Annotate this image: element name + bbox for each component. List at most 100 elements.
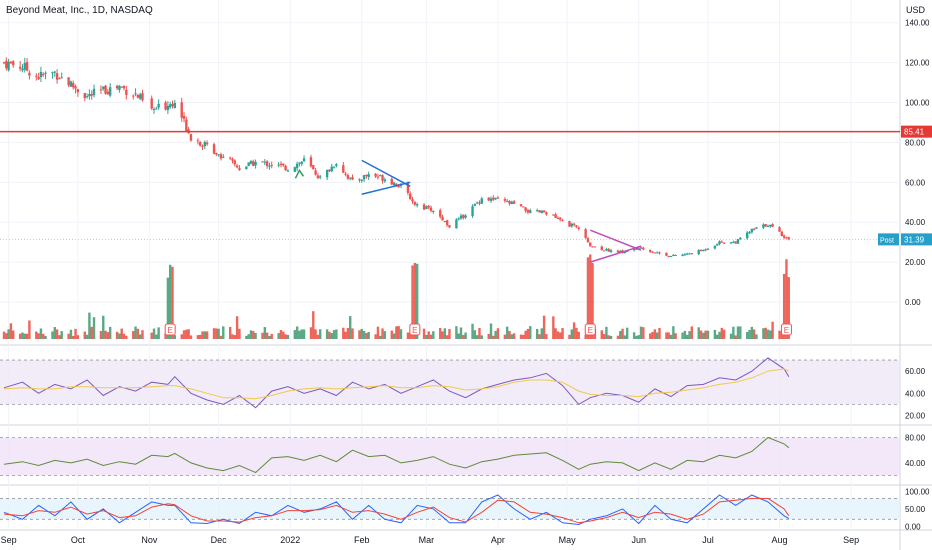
candle-body — [736, 238, 740, 244]
post-tag-label: Post — [880, 237, 894, 244]
candle-body — [764, 224, 767, 227]
volume-bar — [201, 331, 204, 339]
volume-bar — [570, 329, 573, 339]
candle-body — [607, 249, 610, 252]
candle-body — [205, 142, 209, 145]
candle-body — [136, 94, 140, 98]
volume-bar — [545, 334, 548, 339]
candle-body — [309, 157, 313, 167]
volume-bar — [722, 329, 726, 339]
price-tick-label: 60.00 — [905, 178, 926, 187]
candle-body — [185, 119, 188, 131]
candle-body — [381, 175, 384, 181]
volume-bar — [141, 330, 144, 339]
earnings-marker-label: E — [168, 326, 173, 335]
candle-body — [639, 247, 643, 249]
candle-body — [667, 255, 670, 257]
volume-bar — [535, 329, 539, 339]
indicator-2-pane: 80.00 40.00 — [0, 434, 926, 477]
pennant-trendline — [361, 181, 411, 196]
volume-bar — [616, 335, 620, 339]
candle-body — [120, 86, 123, 88]
indicator-tick-label: 40.00 — [905, 389, 926, 398]
volume-bar — [222, 326, 225, 339]
last-price-badge — [901, 233, 932, 246]
volume-bar — [185, 329, 188, 339]
volume-bar — [699, 330, 703, 339]
candle-body — [330, 166, 333, 172]
candle-body — [427, 205, 430, 208]
candle-body — [245, 166, 248, 170]
volume-bar — [118, 333, 121, 339]
chart-title: Beyond Meat, Inc., 1D, NASDAQ — [6, 5, 153, 16]
candle-body — [397, 186, 400, 188]
volume-bar — [282, 331, 285, 339]
volume-bar — [769, 330, 772, 339]
volume-bar — [750, 326, 754, 339]
volume-bar — [554, 328, 557, 339]
volume-bar — [205, 331, 209, 339]
volume-bar — [787, 277, 790, 339]
volume-bar — [171, 266, 174, 339]
volume-bar — [397, 326, 400, 339]
candle-body — [9, 61, 13, 64]
candle-body — [702, 249, 705, 252]
earnings-marker: E — [164, 323, 176, 336]
volume-bar — [706, 330, 710, 339]
volume-bar — [653, 329, 657, 339]
volume-bar — [152, 328, 156, 339]
candle-body — [406, 183, 410, 193]
volume-bar — [18, 333, 22, 339]
earnings-marker-box — [584, 323, 596, 336]
candle-body — [716, 244, 719, 246]
time-axis[interactable]: Sep Oct Nov Dec 2022 Feb Mar Apr May Jun Jul Aug Sep — [1, 535, 859, 545]
volume-bar — [674, 333, 677, 339]
candle-body — [686, 253, 689, 255]
candle-body — [568, 221, 571, 227]
candle-body — [217, 154, 220, 156]
candle-body — [439, 210, 442, 217]
volume-bar — [427, 331, 430, 339]
time-tick-label: Sep — [1, 535, 17, 545]
candle-body — [591, 246, 594, 248]
candle-body — [769, 224, 772, 227]
candle-body — [238, 168, 241, 171]
volume-bar — [53, 327, 56, 339]
volume-bar — [702, 332, 705, 339]
volume-bar — [254, 332, 257, 339]
volume-bar — [600, 330, 603, 339]
indicator-tick-label: 100.00 — [905, 487, 930, 496]
price-axis[interactable]: 140.00 120.00 100.00 80.00 60.00 40.00 20.00 0.… — [905, 19, 930, 307]
candle-body — [535, 210, 539, 212]
candle-body — [261, 161, 264, 163]
volume-bar — [690, 326, 694, 339]
candle-body — [732, 241, 735, 243]
volume-bar — [42, 333, 45, 339]
volume-bar — [104, 330, 107, 339]
volume-bar — [108, 326, 112, 339]
rsi-pane: 60.00 40.00 20.00 — [0, 357, 926, 420]
candle-body — [2, 62, 6, 64]
candle-body — [429, 207, 433, 211]
volume-bar — [718, 331, 721, 339]
time-tick-label: Aug — [772, 535, 788, 545]
volume-bar — [316, 334, 320, 339]
volume-bar — [7, 329, 10, 339]
candle-body — [328, 169, 331, 172]
candle-body — [302, 158, 306, 162]
volume-bar — [432, 331, 435, 339]
volume-bar — [572, 322, 576, 339]
candle-body — [212, 144, 216, 154]
volume-bar — [182, 330, 186, 339]
candle-body — [231, 158, 234, 161]
time-tick-label: Apr — [491, 535, 505, 545]
candle-body — [642, 247, 645, 250]
candle-body — [21, 68, 24, 71]
time-tick-label: Jun — [631, 535, 646, 545]
price-tick-label: 100.00 — [905, 99, 930, 108]
candle-body — [674, 255, 677, 257]
volume-bar — [540, 328, 543, 339]
time-tick-label: Jul — [702, 535, 714, 545]
volume-bar — [739, 326, 742, 339]
